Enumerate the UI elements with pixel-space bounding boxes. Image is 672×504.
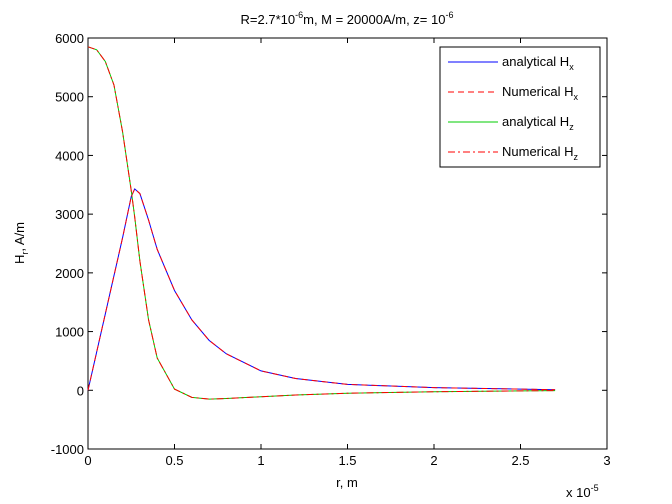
x-exponent: x 10-5	[566, 483, 599, 500]
legend-label-main: Numerical H	[502, 84, 574, 99]
legend-label-sub: x	[569, 62, 574, 72]
legend-label-main: analytical H	[502, 114, 569, 129]
x-tick-label: 0	[84, 453, 91, 468]
y-tick-label: 0	[77, 383, 84, 398]
x-tick-label: 1.5	[338, 453, 356, 468]
y-tick-label: 4000	[55, 148, 84, 163]
y-axis-label: Hr, A/m	[12, 222, 30, 264]
legend-label-main: Numerical H	[502, 144, 574, 159]
legend-label-sub: z	[569, 122, 574, 132]
series-line	[87, 188, 556, 391]
legend-label: Numerical Hx	[502, 84, 579, 102]
x-axis-label: r, m	[336, 475, 358, 490]
y-tick-label: 5000	[55, 90, 84, 105]
x-tick-label: 2.5	[511, 453, 529, 468]
y-tick-label: 1000	[55, 325, 84, 340]
x-tick-label: 1	[257, 453, 264, 468]
legend-box	[439, 46, 601, 168]
legend-label: analytical Hz	[502, 114, 574, 132]
x-tick-label: 0.5	[165, 453, 183, 468]
legend-label: analytical Hx	[502, 54, 574, 72]
x-tick-label: 2	[430, 453, 437, 468]
x-tick-label: 3	[603, 453, 610, 468]
legend-label-sub: z	[574, 152, 579, 162]
y-tick-label: 6000	[55, 31, 84, 46]
legend-label-sub: x	[574, 92, 579, 102]
y-tick-label: 2000	[55, 266, 84, 281]
legend-label: Numerical Hz	[502, 144, 579, 162]
series-line	[87, 46, 556, 400]
y-tick-label: 3000	[55, 207, 84, 222]
chart-title: R=2.7*10-6m, M = 20000A/m, z= 10-6	[241, 10, 454, 27]
legend-label-main: analytical H	[502, 54, 569, 69]
y-tick-label: -1000	[51, 442, 84, 457]
